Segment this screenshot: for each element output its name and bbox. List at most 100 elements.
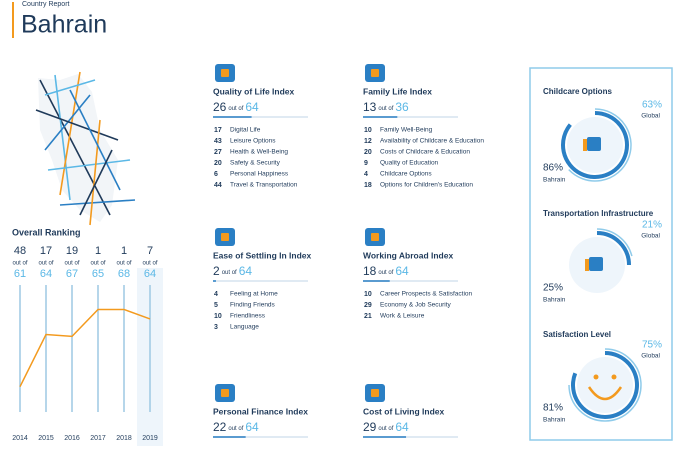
local-arc [596,231,631,266]
icon-accent [221,233,229,241]
index-out-of: 64 [245,100,259,114]
index-title: Ease of Settling In Index [213,250,312,260]
item-rank: 6 [214,171,218,178]
header-title: Bahrain [21,11,107,39]
item-rank: 4 [364,171,368,178]
item-label: Career Prospects & Satisfaction [380,291,473,298]
index-icon [365,228,385,246]
year-label: 2018 [116,435,132,442]
index-score: 29 out of 64 [363,420,409,434]
index-out-of-label: out of [228,106,243,112]
index-rank: 18 [363,264,377,278]
global-value: 75% [642,340,662,351]
index-out-of: 64 [239,264,253,278]
global-arc [568,108,632,182]
local-caption: Bahrain [543,417,566,424]
index-out-of-label: out of [378,106,393,112]
item-rank: 29 [364,302,372,309]
smile-eye [611,374,617,380]
rank-value: 1 [95,245,101,257]
item-label: Health & Well-Being [230,149,288,156]
year-label: 2016 [64,435,80,442]
index-out-of: 64 [395,420,409,434]
global-value: 21% [642,220,662,231]
out-of-label: out of [38,261,53,267]
panel-title: Satisfaction Level [543,330,611,339]
item-label: Personal Happiness [230,171,289,178]
index-icon [215,384,235,402]
rank-value: 7 [147,245,153,257]
year-label: 2017 [90,435,106,442]
year-label: 2014 [12,435,28,442]
item-rank: 3 [214,324,218,331]
icon-accent [371,233,379,241]
year-label: 2019 [142,435,158,442]
index-out-of-label: out of [378,270,393,276]
panel-title: Childcare Options [543,87,612,96]
item-label: Leisure Options [230,138,276,145]
item-label: Friendliness [230,313,266,320]
local-arc [561,111,629,179]
item-rank: 10 [214,313,222,320]
index-rank: 26 [213,100,227,114]
thumb-cuff [583,139,587,151]
item-label: Economy & Job Security [380,302,452,309]
global-arc [568,348,642,422]
local-arc [571,351,639,419]
right-panel [529,67,673,441]
item-rank: 18 [364,182,372,189]
rank-value: 17 [40,245,52,257]
out-of-label: out of [64,261,79,267]
index-score: 22 out of 64 [213,420,259,434]
ranking-title: Overall Ranking [12,227,81,237]
index-score: 26 out of 64 [213,100,259,114]
item-label: Availability of Childcare & Education [380,138,484,145]
year-label: 2015 [38,435,54,442]
local-value: 25% [543,283,563,294]
icon-accent [371,389,379,397]
index-title: Working Abroad Index [363,250,453,260]
item-label: Safety & Security [230,160,281,167]
index-title: Personal Finance Index [213,406,308,416]
out-of-label: out of [142,261,157,267]
thumb-cuff [585,259,589,271]
out-of-value: 61 [14,268,26,280]
index-score: 13 out of 36 [363,100,409,114]
index-out-of-label: out of [222,270,237,276]
index-rank: 22 [213,420,227,434]
index-title: Cost of Living Index [363,406,444,416]
item-label: Digital Life [230,127,261,134]
index-icon [365,64,385,82]
out-of-value: 64 [40,268,52,280]
rank-value: 48 [14,245,26,257]
icon-accent [371,69,379,77]
index-icon [215,64,235,82]
icon-accent [221,389,229,397]
rank-value: 1 [121,245,127,257]
item-label: Childcare Options [380,171,432,178]
panel-title: Transportation Infrastructure [543,209,654,218]
out-of-value: 68 [118,268,130,280]
item-label: Options for Children's Education [380,182,473,189]
item-rank: 43 [214,138,222,145]
item-label: Costs of Childcare & Education [380,149,470,156]
local-value: 86% [543,163,563,174]
index-out-of: 64 [395,264,409,278]
index-score: 18 out of 64 [363,264,409,278]
index-title: Family Life Index [363,86,432,96]
item-label: Quality of Education [380,160,439,167]
index-out-of: 64 [245,420,259,434]
index-title: Quality of Life Index [213,86,295,96]
ring-bg [577,357,633,413]
global-arc [596,228,633,257]
ranking-line [19,308,151,388]
item-label: Family Well-Being [380,127,433,134]
out-of-value: 67 [66,268,78,280]
map [35,71,136,226]
out-of-label: out of [116,261,131,267]
index-rank: 2 [213,264,220,278]
icon-accent [221,69,229,77]
local-caption: Bahrain [543,177,566,184]
rank-value: 19 [66,245,78,257]
item-rank: 21 [364,313,372,320]
